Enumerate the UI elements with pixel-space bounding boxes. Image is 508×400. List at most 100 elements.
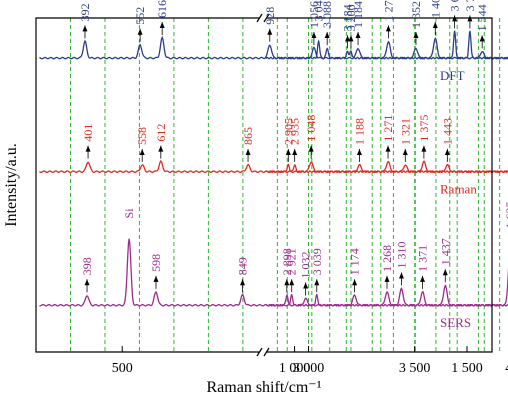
- arrow-head-dft-3: [267, 28, 273, 35]
- spectrum-sers-high: [265, 293, 508, 307]
- arrow-head-raman-5: [356, 148, 362, 155]
- arrow-head-raman-0: [85, 145, 91, 152]
- peak-label-raman-7: 1 321: [398, 118, 412, 145]
- x-tick-label-5: 4 000: [505, 361, 508, 376]
- arrow-head-dft-0: [82, 25, 88, 32]
- x-tick-label-4: 3 500: [399, 361, 431, 376]
- arrow-head-dft-8: [432, 22, 438, 29]
- arrow-head-raman-7: [402, 148, 408, 155]
- arrow-head-dft-4: [311, 32, 317, 39]
- arrow-head-dft-9: [479, 35, 485, 42]
- peak-label-sers-7: 1 310: [394, 242, 408, 269]
- peak-label-dft-19: 3 760: [463, 0, 477, 11]
- series-label-dft: DFT: [440, 68, 465, 83]
- arrow-head-sers-3: [240, 279, 246, 286]
- arrow-head-sers-8: [420, 275, 426, 282]
- peak-label-sers-10: 1 625: [503, 201, 508, 228]
- arrow-head-sers-4: [303, 282, 309, 289]
- x-tick-label-3: 3 000: [293, 361, 325, 376]
- peak-label-raman-12: 2 905: [281, 118, 295, 145]
- break-mark-b-0: [263, 13, 270, 23]
- peak-label-raman-2: 612: [154, 124, 168, 142]
- arrow-head-dft-6: [385, 25, 391, 32]
- arrow-head-sers-7: [398, 272, 404, 279]
- peak-label-sers-3: 849: [236, 257, 250, 275]
- arrow-head-sers-9: [442, 269, 448, 276]
- peak-label-dft-18: 3 688: [448, 0, 462, 11]
- frame-left: [35, 17, 260, 353]
- peak-label-dft-0: 392: [78, 3, 92, 21]
- peak-label-raman-5: 1 188: [352, 118, 366, 145]
- arrow-head-raman-8: [421, 145, 427, 152]
- arrow-head-dft-5: [355, 32, 361, 39]
- arrow-head-dft-18: [452, 15, 458, 22]
- peak-label-sers-6: 1 268: [380, 245, 394, 272]
- peak-label-dft-8: 1 408: [428, 0, 442, 18]
- peak-label-sers-9: 1 437: [438, 238, 452, 265]
- peak-label-sers-4: 1 032: [299, 252, 313, 279]
- peak-label-raman-6: 1 271: [381, 115, 395, 142]
- arrow-head-dft-19: [467, 15, 473, 22]
- x-ticks: 500 1 000 1 500 3 000 3 500 4 000: [112, 346, 508, 376]
- series-label-sers: SERS: [440, 315, 471, 330]
- spectrum-dft-low: [39, 35, 508, 60]
- break-mark-b-1: [263, 347, 270, 357]
- arrow-head-sers-14: [314, 279, 320, 286]
- arrow-head-raman-12: [285, 148, 291, 155]
- peak-label-dft-17: 3 200: [344, 4, 358, 31]
- arrow-head-dft-17: [348, 35, 354, 42]
- x-tick-label-0: 500: [112, 361, 133, 376]
- peak-label-dft-4: 1 056: [307, 1, 321, 28]
- spectrum-raman-low: [39, 159, 508, 173]
- arrow-head-raman-13: [292, 148, 298, 155]
- peak-label-raman-9: 1 443: [440, 118, 454, 145]
- arrow-head-raman-2: [158, 145, 164, 152]
- peak-label-raman-3: 865: [241, 127, 255, 145]
- plot-frame: [35, 13, 493, 357]
- peak-label-dft-2: 616: [155, 0, 169, 18]
- spectrum-raman-high: [265, 163, 508, 174]
- peak-label-raman-4: 1 048: [304, 115, 318, 142]
- arrow-head-sers-12: [284, 279, 290, 286]
- arrow-head-sers-2: [153, 275, 159, 282]
- peak-label-sers-8: 1 371: [416, 245, 430, 272]
- peak-label-sers-14: 3 039: [310, 248, 324, 275]
- arrow-head-dft-1: [137, 28, 143, 35]
- spectrum-dft-high: [265, 30, 508, 60]
- peak-label-dft-14: 3 048: [312, 0, 326, 21]
- peak-label-raman-1: 558: [135, 127, 149, 145]
- peak-label-sers-12: 2 898: [280, 248, 294, 275]
- arrow-head-sers-13: [289, 279, 295, 286]
- peak-label-sers-13: 2 921: [285, 248, 299, 275]
- series-label-raman: Raman: [440, 182, 477, 197]
- arrow-head-dft-7: [413, 32, 419, 39]
- break-mark-a-0: [256, 13, 263, 23]
- peak-labels: 392 552 616 928 1 056 1 184 1 272 1 352 1 408 1 5…: [78, 0, 508, 296]
- arrow-head-raman-3: [245, 148, 251, 155]
- peak-label-dft-3: 928: [263, 7, 277, 25]
- peak-label-dft-5: 1 184: [351, 1, 365, 28]
- break-mark-a-1: [256, 347, 263, 357]
- x-tick-label-1: 1 000: [279, 361, 311, 376]
- peak-label-sers-2: 598: [149, 254, 163, 272]
- peak-label-dft-9: 1 544: [475, 4, 489, 31]
- arrow-head-raman-1: [139, 148, 145, 155]
- arrow-head-sers-0: [84, 279, 90, 286]
- x-tick-label-2: 1 500: [451, 361, 483, 376]
- spectra-group: [39, 30, 508, 307]
- peak-label-raman-10: 1 635: [507, 78, 508, 105]
- peak-label-raman-8: 1 375: [417, 115, 431, 142]
- y-axis-label: Intensity/a.u.: [3, 143, 20, 227]
- arrow-head-sers-5: [352, 279, 358, 286]
- frame-right: [266, 17, 493, 353]
- peak-label-raman-0: 401: [81, 124, 95, 142]
- x-axis-label: Raman shift/cm⁻¹: [207, 379, 322, 396]
- arrow-head-raman-6: [385, 145, 391, 152]
- peak-label-dft-15: 3 088: [320, 1, 334, 28]
- peak-label-dft-1: 552: [133, 7, 147, 25]
- peak-label-dft-7: 1 352: [409, 1, 423, 28]
- peak-label-dft-16: 3 184: [341, 4, 355, 31]
- peak-label-raman-13: 2 935: [288, 118, 302, 145]
